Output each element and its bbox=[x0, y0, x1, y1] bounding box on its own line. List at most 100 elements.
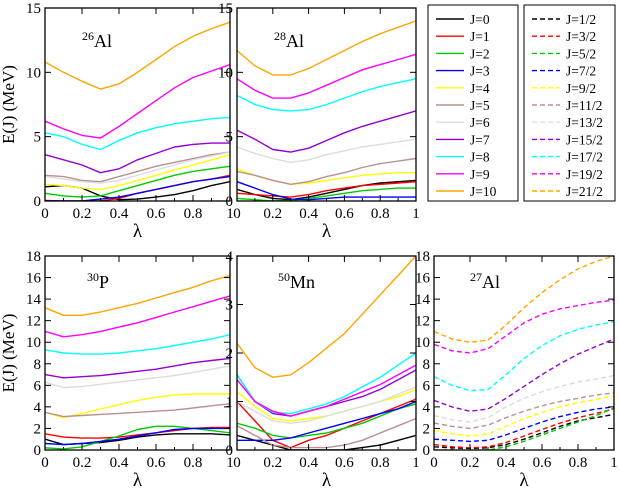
y-tick-label: 0 bbox=[34, 443, 42, 459]
panel-title-mass: 28 bbox=[274, 29, 286, 43]
y-tick-label: 18 bbox=[415, 249, 430, 265]
x-tick-label: 0.4 bbox=[110, 455, 129, 471]
legend-label: J=11/2 bbox=[566, 98, 602, 113]
series-line-J=17/2 bbox=[434, 321, 614, 392]
legend-frame bbox=[427, 4, 519, 202]
legend-label: J=7/2 bbox=[566, 64, 596, 79]
x-tick-label: 0.4 bbox=[299, 206, 318, 222]
series-line-J=6 bbox=[45, 151, 230, 184]
x-tick-label: 0.4 bbox=[299, 455, 318, 471]
y-tick-label: 14 bbox=[415, 292, 431, 308]
series-group bbox=[237, 20, 416, 201]
legend-label: J=5/2 bbox=[566, 46, 596, 61]
series-line-J=8 bbox=[237, 78, 416, 112]
series-line-J=1/2 bbox=[434, 413, 614, 450]
panel-title-element: Mn bbox=[290, 272, 315, 292]
panel-title-mass: 30 bbox=[87, 270, 99, 284]
series-line-J=4 bbox=[45, 154, 230, 191]
x-tick-label: 0.8 bbox=[184, 206, 203, 222]
series-line-J=5 bbox=[45, 403, 230, 418]
y-tick-label: 12 bbox=[415, 314, 430, 330]
x-tick-label: 0.2 bbox=[263, 206, 282, 222]
y-tick-label: 6 bbox=[423, 378, 431, 394]
series-line-J=3/2 bbox=[434, 408, 614, 449]
legend-label: J=2 bbox=[470, 46, 490, 61]
series-line-J=9 bbox=[237, 364, 416, 417]
series-line-J=3 bbox=[237, 400, 416, 441]
x-tick-label: 0.2 bbox=[461, 455, 480, 471]
legend-half-integer-j: J=1/2 J=3/2 J=5/2 J=7/2 J=9/2 J=11/2 J=13/2 J=1… bbox=[523, 4, 616, 202]
y-tick-label: 16 bbox=[415, 271, 431, 287]
legend-label: J=9/2 bbox=[566, 81, 596, 96]
series-line-J=10 bbox=[45, 274, 230, 316]
legend-label: J=6 bbox=[470, 115, 490, 130]
series-line-J=6 bbox=[237, 386, 416, 424]
series-line-J=19/2 bbox=[434, 299, 614, 354]
series-line-J=1 bbox=[237, 181, 416, 198]
panel-title-element: Al bbox=[94, 31, 112, 51]
y-tick-label: 10 bbox=[218, 65, 233, 81]
y-tick-label: 8 bbox=[34, 357, 42, 373]
y-tick-label: 6 bbox=[34, 378, 42, 394]
x-tick-label: 0.8 bbox=[371, 206, 390, 222]
series-line-J=8 bbox=[45, 116, 230, 151]
y-tick-label: 2 bbox=[423, 421, 431, 437]
panel-title: 50Mn bbox=[278, 270, 315, 292]
series-group bbox=[237, 256, 416, 450]
x-tick-label: 1 bbox=[412, 455, 420, 471]
series-line-J=8 bbox=[45, 334, 230, 355]
x-tick-label: 0 bbox=[430, 455, 438, 471]
panel-title-mass: 50 bbox=[278, 270, 290, 284]
x-tick-label: 1 bbox=[412, 206, 420, 222]
series-line-J=2 bbox=[45, 425, 230, 450]
y-tick-label: 15 bbox=[26, 1, 41, 17]
x-tick-label: 0.2 bbox=[73, 455, 92, 471]
panel-title: 30P bbox=[87, 270, 109, 292]
series-line-J=15/2 bbox=[434, 338, 614, 412]
y-tick-label: 15 bbox=[218, 1, 233, 17]
legend-label: J=13/2 bbox=[566, 115, 603, 130]
y-tick-label: 8 bbox=[423, 357, 431, 373]
y-tick-label: 0 bbox=[423, 443, 431, 459]
x-tick-label: 1 bbox=[226, 455, 234, 471]
y-tick-label: 2 bbox=[226, 346, 234, 362]
legend-label: J=3/2 bbox=[566, 29, 596, 44]
series-line-J=2 bbox=[45, 165, 230, 198]
y-tick-label: 10 bbox=[26, 335, 41, 351]
series-line-J=1 bbox=[237, 398, 416, 449]
panel-title-element: Al bbox=[482, 272, 500, 292]
series-line-J=7 bbox=[45, 142, 230, 174]
panel-title: 26Al bbox=[82, 29, 112, 51]
y-axis-label: E(J) (MeV) bbox=[0, 65, 18, 144]
x-axis-label: λ bbox=[133, 470, 143, 491]
x-tick-label: 0.6 bbox=[533, 455, 552, 471]
x-tick-label: 0 bbox=[233, 455, 241, 471]
panel-title-mass: 26 bbox=[82, 29, 94, 43]
legend-label: J=21/2 bbox=[566, 184, 603, 199]
y-tick-label: 0 bbox=[34, 194, 42, 210]
x-tick-label: 1 bbox=[610, 455, 618, 471]
panel-title-element: Al bbox=[286, 31, 304, 51]
x-tick-label: 0.4 bbox=[497, 455, 516, 471]
legend-label: J=3 bbox=[470, 64, 490, 79]
x-tick-label: 0.8 bbox=[569, 455, 588, 471]
series-line-J=9 bbox=[237, 53, 416, 99]
legend-frame bbox=[523, 4, 616, 202]
y-tick-label: 4 bbox=[226, 249, 234, 265]
x-tick-label: 0 bbox=[233, 206, 241, 222]
series-group bbox=[434, 256, 614, 450]
series-line-J=7 bbox=[237, 369, 416, 417]
series-line-J=9/2 bbox=[434, 395, 614, 437]
series-line-J=10 bbox=[237, 20, 416, 76]
x-tick-label: 0.4 bbox=[110, 206, 129, 222]
x-tick-label: 0.2 bbox=[263, 455, 282, 471]
series-line-J=5 bbox=[237, 157, 416, 186]
legend-label: J=15/2 bbox=[566, 132, 603, 147]
y-tick-label: 18 bbox=[26, 249, 41, 265]
series-line-J=3 bbox=[45, 427, 230, 446]
